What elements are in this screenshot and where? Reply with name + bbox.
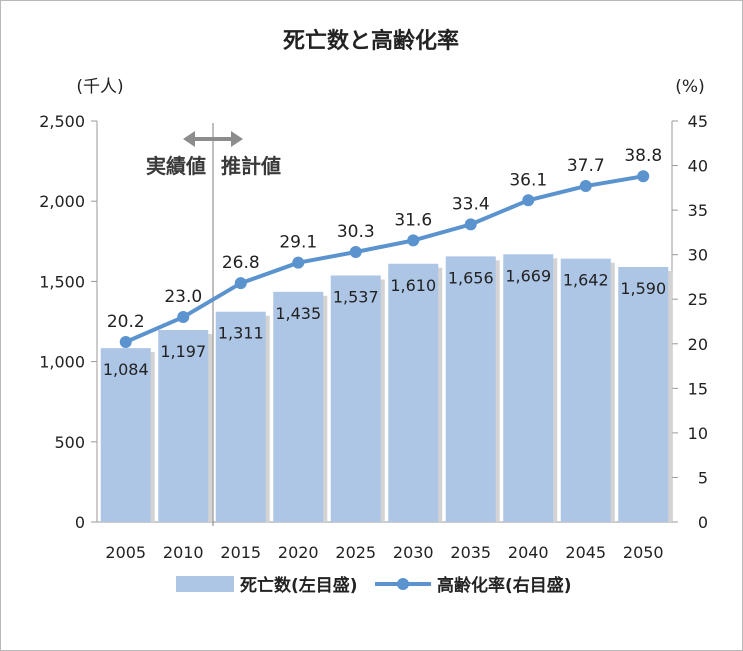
bar-data-label: 1,610 bbox=[390, 276, 436, 295]
chart-title: 死亡数と高齢化率 bbox=[283, 28, 459, 54]
bar-data-label: 1,669 bbox=[505, 266, 551, 285]
bar bbox=[445, 256, 496, 522]
line-marker bbox=[234, 277, 247, 290]
bar bbox=[158, 330, 209, 522]
x-tick-label: 2010 bbox=[163, 543, 204, 562]
right-tick-label: 40 bbox=[688, 157, 708, 176]
line-marker bbox=[637, 170, 650, 183]
line-series bbox=[119, 170, 650, 348]
line-path bbox=[124, 174, 644, 344]
bar bbox=[330, 275, 381, 522]
right-tick-label: 25 bbox=[688, 290, 708, 309]
right-tick-label: 5 bbox=[698, 468, 708, 487]
right-axis-unit: (%) bbox=[675, 77, 704, 97]
line-data-label: 30.3 bbox=[337, 222, 375, 242]
bar-data-labels: 1,084 1,197 1,311 1,435 1,537 1,610 1,656 1,669… bbox=[103, 266, 666, 379]
left-tick-label: 0 bbox=[75, 513, 85, 532]
line-marker bbox=[119, 335, 132, 348]
left-tick-label: 1,500 bbox=[39, 272, 85, 291]
line-data-labels: 20.2 23.0 26.8 29.1 30.3 31.6 33.4 36.1 37.7 38.8 bbox=[107, 146, 662, 332]
bar bbox=[388, 263, 439, 522]
line-data-label: 26.8 bbox=[222, 253, 260, 273]
x-tick-label: 2040 bbox=[508, 543, 549, 562]
x-tick-label: 2030 bbox=[393, 543, 434, 562]
bar bbox=[618, 266, 669, 522]
left-tick-label: 1,000 bbox=[39, 353, 85, 372]
line-marker bbox=[522, 194, 535, 207]
line-marker bbox=[292, 256, 305, 269]
legend-line-label: 高齢化率(右目盛) bbox=[437, 575, 572, 596]
line-data-label: 33.4 bbox=[452, 194, 490, 214]
legend: 死亡数(左目盛) 高齢化率(右目盛) bbox=[176, 575, 572, 596]
bar-data-label: 1,537 bbox=[333, 287, 379, 306]
line-data-label: 20.2 bbox=[107, 312, 145, 332]
x-tick-label: 2005 bbox=[105, 543, 146, 562]
bar bbox=[503, 254, 554, 522]
right-tick-label: 30 bbox=[688, 246, 708, 265]
bar-data-label: 1,084 bbox=[103, 360, 149, 379]
left-axis-ticks: 0 500 1,000 1,500 2,000 2,500 bbox=[39, 112, 97, 532]
double-arrow-icon bbox=[183, 131, 243, 147]
right-tick-label: 35 bbox=[688, 201, 708, 220]
left-tick-label: 500 bbox=[54, 433, 85, 452]
bar-data-label: 1,311 bbox=[218, 324, 264, 343]
right-tick-label: 15 bbox=[688, 379, 708, 398]
x-tick-label: 2025 bbox=[335, 543, 376, 562]
legend-line-marker bbox=[397, 578, 409, 590]
left-axis-unit: (千人) bbox=[76, 77, 123, 97]
line-marker bbox=[407, 234, 420, 247]
right-tick-label: 0 bbox=[698, 513, 708, 532]
x-tick-label: 2015 bbox=[220, 543, 261, 562]
line-data-label: 37.7 bbox=[567, 156, 605, 176]
right-tick-label: 45 bbox=[688, 112, 708, 131]
line-data-label: 36.1 bbox=[509, 170, 547, 190]
legend-bar-label: 死亡数(左目盛) bbox=[240, 575, 358, 596]
bar bbox=[215, 311, 266, 522]
line-data-label: 31.6 bbox=[394, 210, 432, 230]
line-marker bbox=[349, 245, 362, 258]
actual-label: 実績値 bbox=[146, 154, 206, 178]
line-marker bbox=[177, 311, 190, 324]
x-tick-label: 2050 bbox=[623, 543, 664, 562]
line-data-label: 29.1 bbox=[279, 233, 317, 253]
bar-data-label: 1,656 bbox=[448, 268, 494, 287]
x-tick-label: 2020 bbox=[278, 543, 319, 562]
line-data-label: 38.8 bbox=[624, 146, 662, 166]
x-axis-ticks: 2005 2010 2015 2020 2025 2030 2035 2040 2045 2050 bbox=[105, 543, 663, 562]
left-tick-label: 2,000 bbox=[39, 192, 85, 211]
bar-data-label: 1,197 bbox=[160, 342, 206, 361]
right-tick-label: 10 bbox=[688, 424, 708, 443]
bar bbox=[100, 348, 151, 522]
line-marker bbox=[464, 218, 477, 231]
right-axis-ticks: 0 5 10 15 20 25 30 35 40 45 bbox=[672, 112, 708, 532]
legend-bar-swatch bbox=[176, 576, 234, 592]
line-data-label: 23.0 bbox=[164, 287, 202, 307]
bar-data-label: 1,435 bbox=[275, 304, 321, 323]
bar-data-label: 1,590 bbox=[620, 279, 666, 298]
line-marker bbox=[579, 180, 592, 193]
bar bbox=[560, 258, 611, 522]
bar-series bbox=[100, 254, 673, 522]
bar bbox=[273, 291, 324, 522]
right-tick-label: 20 bbox=[688, 335, 708, 354]
x-tick-label: 2045 bbox=[565, 543, 606, 562]
x-tick-label: 2035 bbox=[450, 543, 491, 562]
bar-data-label: 1,642 bbox=[563, 271, 609, 290]
left-tick-label: 2,500 bbox=[39, 112, 85, 131]
estimate-label: 推計値 bbox=[221, 154, 281, 178]
